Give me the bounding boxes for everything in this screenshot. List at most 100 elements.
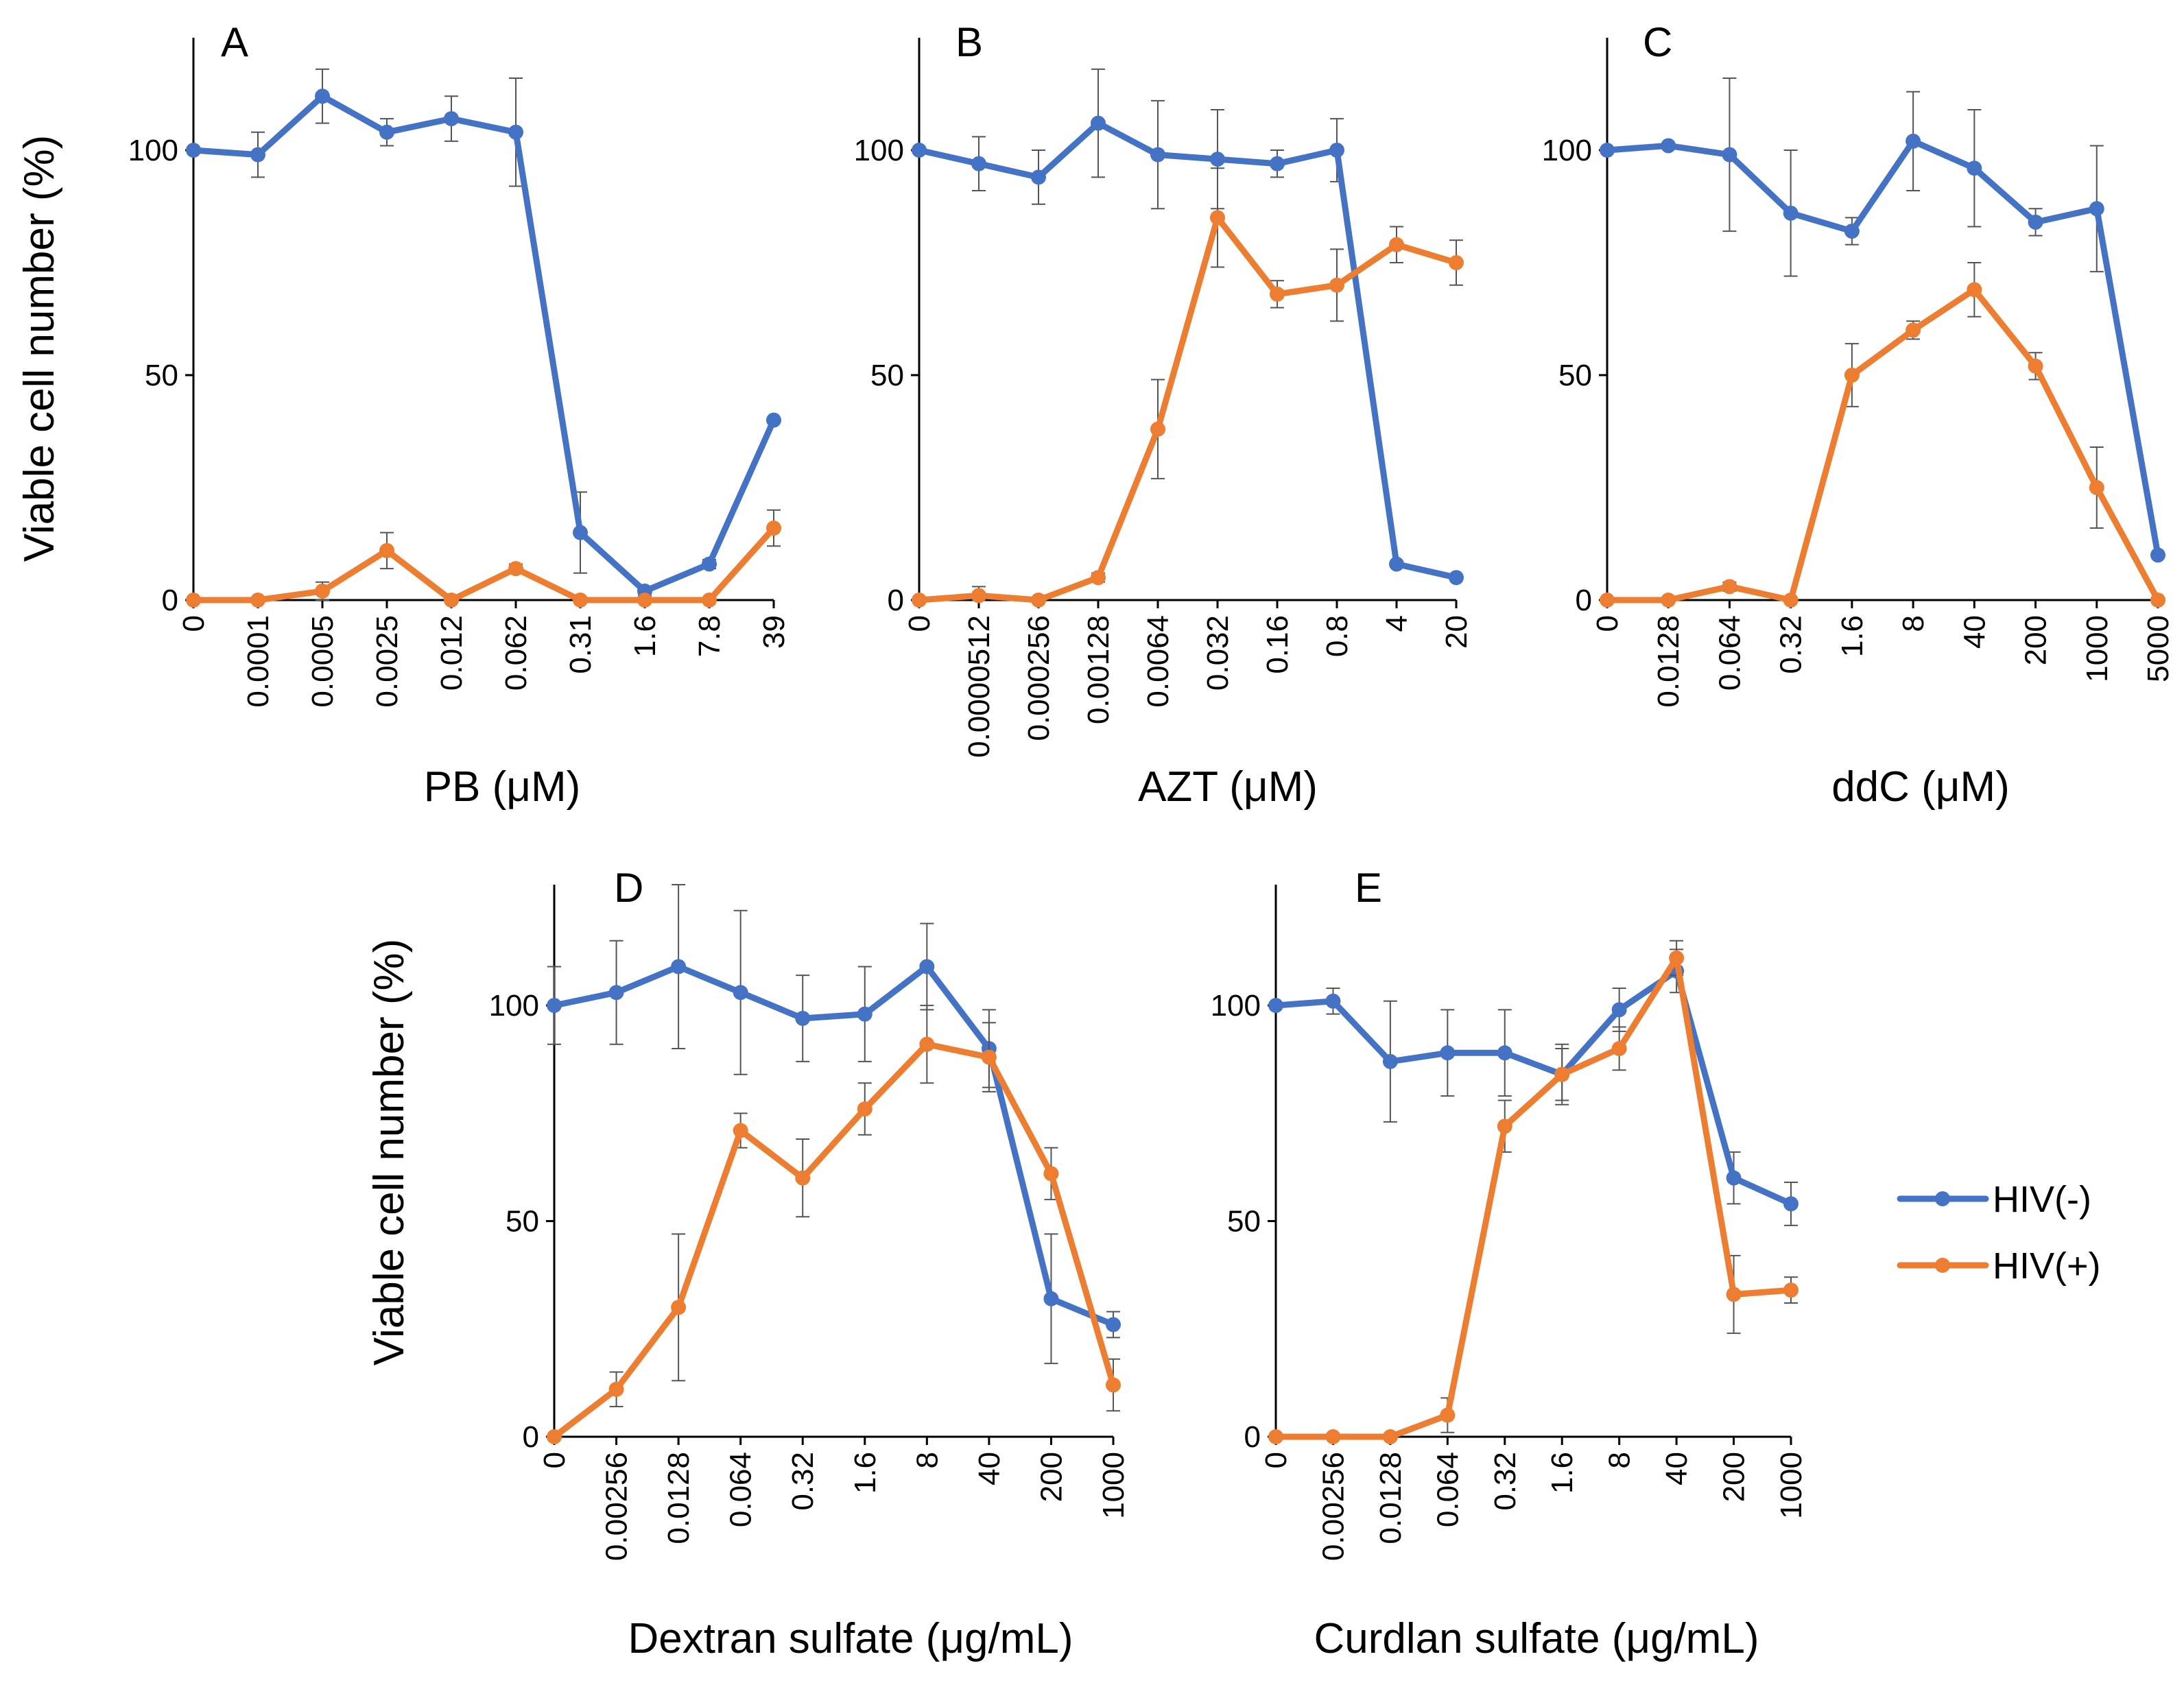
data-point-hiv-negative <box>1043 1291 1059 1306</box>
data-point-hiv-positive <box>186 593 201 608</box>
data-point-hiv-negative <box>919 959 935 975</box>
x-tick-label: 0.00256 <box>1316 1452 1350 1561</box>
x-tick-label: 0.00256 <box>600 1452 634 1561</box>
x-tick-label: 200 <box>1718 1452 1751 1502</box>
data-point-hiv-negative <box>1497 1045 1512 1061</box>
data-point-hiv-negative <box>444 111 459 127</box>
series-line-hiv-positive <box>1272 955 1794 1440</box>
series-line-hiv-negative <box>1272 968 1794 1207</box>
data-point-hiv-negative <box>2028 214 2043 230</box>
y-tick-label: 50 <box>870 359 904 392</box>
data-point-hiv-negative <box>1722 147 1737 163</box>
data-point-hiv-positive <box>1043 1166 1059 1182</box>
data-point-hiv-negative <box>2150 547 2165 563</box>
data-point-hiv-negative <box>1270 156 1285 171</box>
x-tick-label: 39 <box>757 615 791 649</box>
y-tick-label: 100 <box>128 134 178 167</box>
data-point-hiv-positive <box>1906 322 1921 338</box>
data-point-hiv-positive <box>2150 593 2165 608</box>
data-point-hiv-negative <box>608 985 624 1001</box>
data-point-hiv-positive <box>766 521 781 536</box>
x-tick-label: 0.31 <box>564 615 597 674</box>
y-tick-label: 50 <box>145 359 178 392</box>
x-tick-label: 0.032 <box>1201 615 1235 691</box>
data-point-hiv-positive <box>637 593 652 608</box>
x-tick-label: 0.064 <box>1431 1452 1464 1527</box>
x-tick-label: 0.064 <box>724 1452 758 1527</box>
data-point-hiv-negative <box>671 959 687 975</box>
x-tick-label: 20 <box>1440 615 1473 649</box>
data-point-hiv-negative <box>250 147 265 163</box>
data-point-hiv-positive <box>981 1049 997 1065</box>
series-line-hiv-negative <box>551 964 1117 1328</box>
data-point-hiv-positive <box>444 593 459 608</box>
x-tick-label: 0.012 <box>435 615 468 691</box>
x-tick-label: 0.32 <box>1488 1452 1522 1511</box>
x-tick-label: 0.32 <box>786 1452 820 1511</box>
x-tick-label: 0.0025 <box>370 615 404 708</box>
data-point-hiv-positive <box>1449 255 1464 270</box>
data-point-hiv-negative <box>702 556 717 572</box>
legend-label: HIV(+) <box>1993 1245 2101 1287</box>
data-point-hiv-positive <box>315 583 330 599</box>
data-point-hiv-positive <box>919 1036 935 1052</box>
data-point-hiv-positive <box>1669 950 1685 966</box>
x-tick-label: 4 <box>1380 615 1414 632</box>
series-line-hiv-positive <box>1604 286 2161 604</box>
data-point-hiv-negative <box>186 143 201 158</box>
x-tick-label: 7.8 <box>693 615 726 657</box>
legend-swatch-marker <box>1935 1191 1950 1206</box>
data-point-hiv-positive <box>250 593 265 608</box>
data-point-hiv-negative <box>1967 160 1982 176</box>
data-point-hiv-negative <box>1150 147 1165 163</box>
data-point-hiv-positive <box>573 593 588 608</box>
legend-item-hiv-negative: HIV(-) <box>1897 1179 2091 1220</box>
data-point-hiv-negative <box>857 1006 873 1022</box>
data-point-hiv-negative <box>912 143 927 158</box>
x-tick-label: 200 <box>2019 615 2053 665</box>
data-point-hiv-negative <box>547 998 562 1014</box>
x-tick-label: 5000 <box>2141 615 2175 682</box>
x-tick-label: 1000 <box>2080 615 2114 682</box>
data-point-hiv-negative <box>766 412 781 428</box>
x-tick-label: 0 <box>903 615 936 632</box>
data-point-hiv-negative <box>315 88 330 104</box>
legend-swatch-marker <box>1935 1258 1950 1273</box>
chart-panel-b: B AZT (μM) 0 50 100 0 0.0000512 0.000256 0.001… <box>854 19 1473 811</box>
x-tick-label: 0.16 <box>1261 615 1294 674</box>
data-point-hiv-negative <box>733 985 748 1001</box>
series-line-hiv-negative <box>916 120 1460 581</box>
data-point-hiv-negative <box>1389 556 1404 572</box>
data-point-hiv-negative <box>379 124 394 140</box>
data-point-hiv-negative <box>1600 143 1615 158</box>
data-point-hiv-positive <box>1382 1429 1398 1444</box>
data-point-hiv-positive <box>1661 593 1676 608</box>
chart-panel-d: D Dextran sulfate (μg/mL) Viable cell nu… <box>366 865 1130 1662</box>
x-tick-label: 8 <box>910 1452 944 1468</box>
data-point-hiv-positive <box>2028 358 2043 374</box>
x-axis-title: Dextran sulfate (μg/mL) <box>628 1615 1073 1662</box>
x-tick-label: 200 <box>1034 1452 1068 1502</box>
data-point-hiv-negative <box>1325 993 1341 1009</box>
y-tick-label: 50 <box>1558 359 1592 392</box>
data-point-hiv-negative <box>573 525 588 540</box>
data-point-hiv-negative <box>1440 1045 1456 1061</box>
data-point-hiv-positive <box>1611 1040 1627 1056</box>
x-axis-title: ddC (μM) <box>1831 763 2010 811</box>
x-tick-label: 0.062 <box>499 615 533 691</box>
x-tick-label: 0.32 <box>1774 615 1808 674</box>
data-point-hiv-negative <box>971 156 986 171</box>
x-tick-label: 0.0000512 <box>962 615 996 758</box>
data-point-hiv-positive <box>1722 579 1737 595</box>
x-tick-label: 0.00128 <box>1082 615 1115 724</box>
y-tick-label: 100 <box>1542 134 1592 167</box>
data-point-hiv-positive <box>379 542 394 558</box>
legend-item-hiv-positive: HIV(+) <box>1897 1245 2101 1287</box>
y-tick-label: 100 <box>854 134 904 167</box>
data-point-hiv-positive <box>1270 286 1285 302</box>
x-tick-label: 40 <box>1958 615 1991 649</box>
data-point-hiv-negative <box>1382 1053 1398 1069</box>
data-point-hiv-positive <box>1268 1429 1283 1444</box>
y-tick-label: 0 <box>523 1420 539 1454</box>
